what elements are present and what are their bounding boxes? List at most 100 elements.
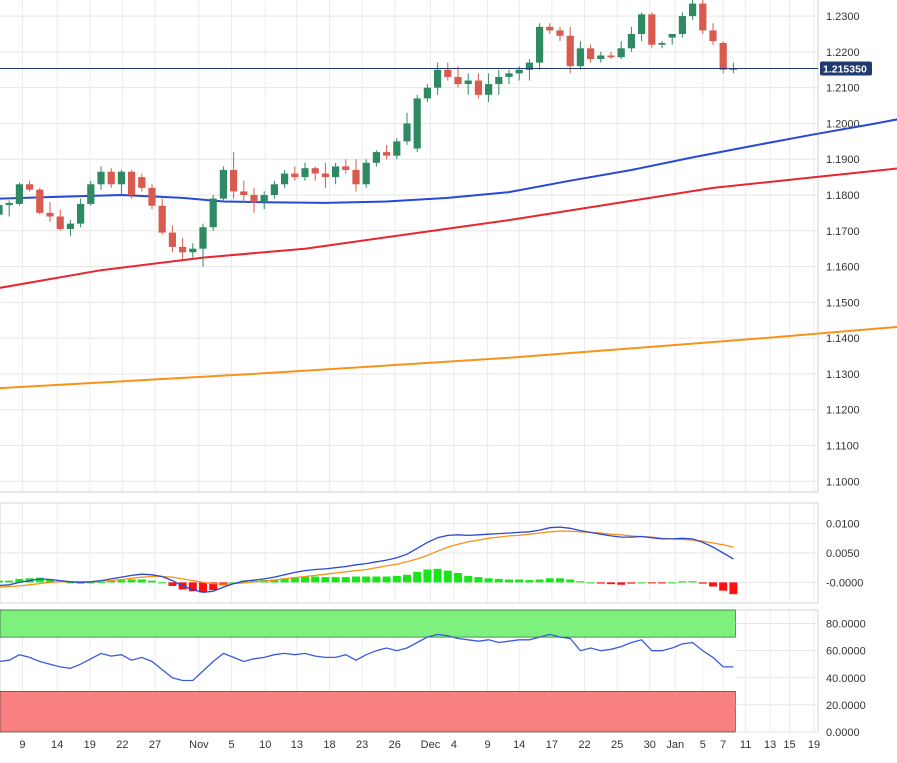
candle-body xyxy=(658,42,666,45)
candle-body xyxy=(678,16,686,34)
candle-body xyxy=(301,168,309,178)
candle-body xyxy=(209,198,217,228)
candle-body xyxy=(230,169,238,192)
candle-body xyxy=(719,42,727,70)
macd-histogram-bar xyxy=(668,582,677,584)
macd-y-tick-label: 0.0050 xyxy=(826,548,860,560)
macd-histogram-bar xyxy=(392,575,401,583)
candle-body xyxy=(158,205,166,233)
macd-histogram-bar xyxy=(15,578,24,583)
macd-signal-line xyxy=(0,530,734,588)
macd-histogram-bar xyxy=(556,578,564,583)
macd-histogram-bar xyxy=(301,576,309,583)
macd-histogram-bar xyxy=(5,580,14,583)
macd-histogram-bar xyxy=(505,579,513,583)
candle-body xyxy=(291,173,299,178)
candle-body xyxy=(5,202,13,206)
candle-body xyxy=(117,171,125,185)
macd-histogram-bar xyxy=(515,579,524,583)
candle-body xyxy=(148,187,156,206)
x-tick-label: 19 xyxy=(84,739,96,751)
macd-histogram-bar xyxy=(209,582,218,591)
price-y-tick-label: 1.1100 xyxy=(826,440,859,452)
price-y-tick-label: 1.1900 xyxy=(826,154,860,166)
x-tick-label: 10 xyxy=(259,739,271,751)
candle-body xyxy=(668,33,676,38)
macd-line xyxy=(0,526,734,594)
macd-histogram-bar xyxy=(382,576,391,583)
candle-body xyxy=(474,80,482,95)
candle-body xyxy=(515,69,523,74)
x-tick-label: 9 xyxy=(485,739,491,751)
macd-histogram-bar xyxy=(586,582,595,584)
candle-body xyxy=(638,14,646,34)
macd-histogram-bar xyxy=(719,582,728,591)
macd-histogram-bar xyxy=(647,582,656,584)
macd-histogram-bar xyxy=(372,576,381,583)
macd-histogram-bar xyxy=(484,578,493,583)
price-y-tick-label: 1.1700 xyxy=(826,226,860,238)
macd-histogram-bar xyxy=(35,577,44,583)
candle-body xyxy=(372,152,380,163)
current-price-badge xyxy=(820,61,872,76)
x-tick-label: 14 xyxy=(513,739,525,751)
candle-body xyxy=(403,123,411,142)
candle-body xyxy=(607,55,615,58)
candle-body xyxy=(393,141,401,156)
candle-body xyxy=(15,184,23,204)
candle-body xyxy=(505,73,513,77)
macd-histogram-bar xyxy=(413,571,422,583)
x-tick-label: 5 xyxy=(700,739,706,751)
price-y-tick-label: 1.1400 xyxy=(826,333,860,345)
x-tick-label: Jan xyxy=(666,739,684,751)
macd-histogram-bar xyxy=(188,582,197,592)
x-axis: 9 14 19 22 27 Nov 5 10 13 18 23 26 Dec 4 9 14 17 22 25 30 Ja… xyxy=(19,739,820,751)
x-tick-label: 22 xyxy=(116,739,128,751)
x-tick-label: 23 xyxy=(356,739,368,751)
candle-body xyxy=(199,227,207,249)
macd-y-tick-label: 0.0100 xyxy=(826,519,860,531)
macd-histogram-bar xyxy=(535,579,544,583)
candle-body xyxy=(383,152,391,156)
x-tick-label: 11 xyxy=(740,739,751,751)
candle-body xyxy=(556,30,564,36)
candle-body xyxy=(97,171,105,185)
macd-histogram-bar xyxy=(474,577,483,583)
candle-body xyxy=(77,203,85,224)
candle-body xyxy=(0,205,3,215)
macd-histogram-bar xyxy=(331,577,340,583)
macd-histogram-bar xyxy=(545,578,554,583)
candle-body xyxy=(260,195,268,203)
candle-body xyxy=(179,246,187,253)
candle-body xyxy=(56,216,64,230)
candle-body xyxy=(107,171,115,185)
price-y-tick-label: 1.2200 xyxy=(826,47,860,59)
candle-body xyxy=(46,212,54,217)
macd-histogram-bar xyxy=(362,576,371,583)
macd-histogram-bar xyxy=(311,576,320,583)
rsi-oversold-zone xyxy=(0,691,736,733)
x-tick-label: 18 xyxy=(323,739,335,751)
macd-histogram-bar xyxy=(280,578,289,583)
moving-average-line xyxy=(0,325,897,390)
rsi-line xyxy=(0,633,734,682)
macd-histogram-bar xyxy=(158,582,167,584)
macd-histogram-bar xyxy=(168,582,177,586)
candle-body xyxy=(444,69,452,77)
price-y-tick-label: 1.2300 xyxy=(826,11,860,23)
candle-body xyxy=(709,30,717,42)
macd-histogram-bar xyxy=(566,579,575,583)
macd-histogram-bar xyxy=(107,580,116,583)
macd-histogram-bar xyxy=(617,582,626,585)
price-y-tick-label: 1.1500 xyxy=(826,297,860,309)
candle-body xyxy=(617,48,625,58)
macd-histogram-bar xyxy=(86,582,95,584)
x-tick-label: 13 xyxy=(764,739,776,751)
x-tick-label: 13 xyxy=(291,739,303,751)
macd-histogram-bar xyxy=(46,579,54,583)
candle-body xyxy=(454,76,462,85)
macd-histogram-bar xyxy=(229,582,238,584)
macd-histogram-bar xyxy=(433,568,442,583)
